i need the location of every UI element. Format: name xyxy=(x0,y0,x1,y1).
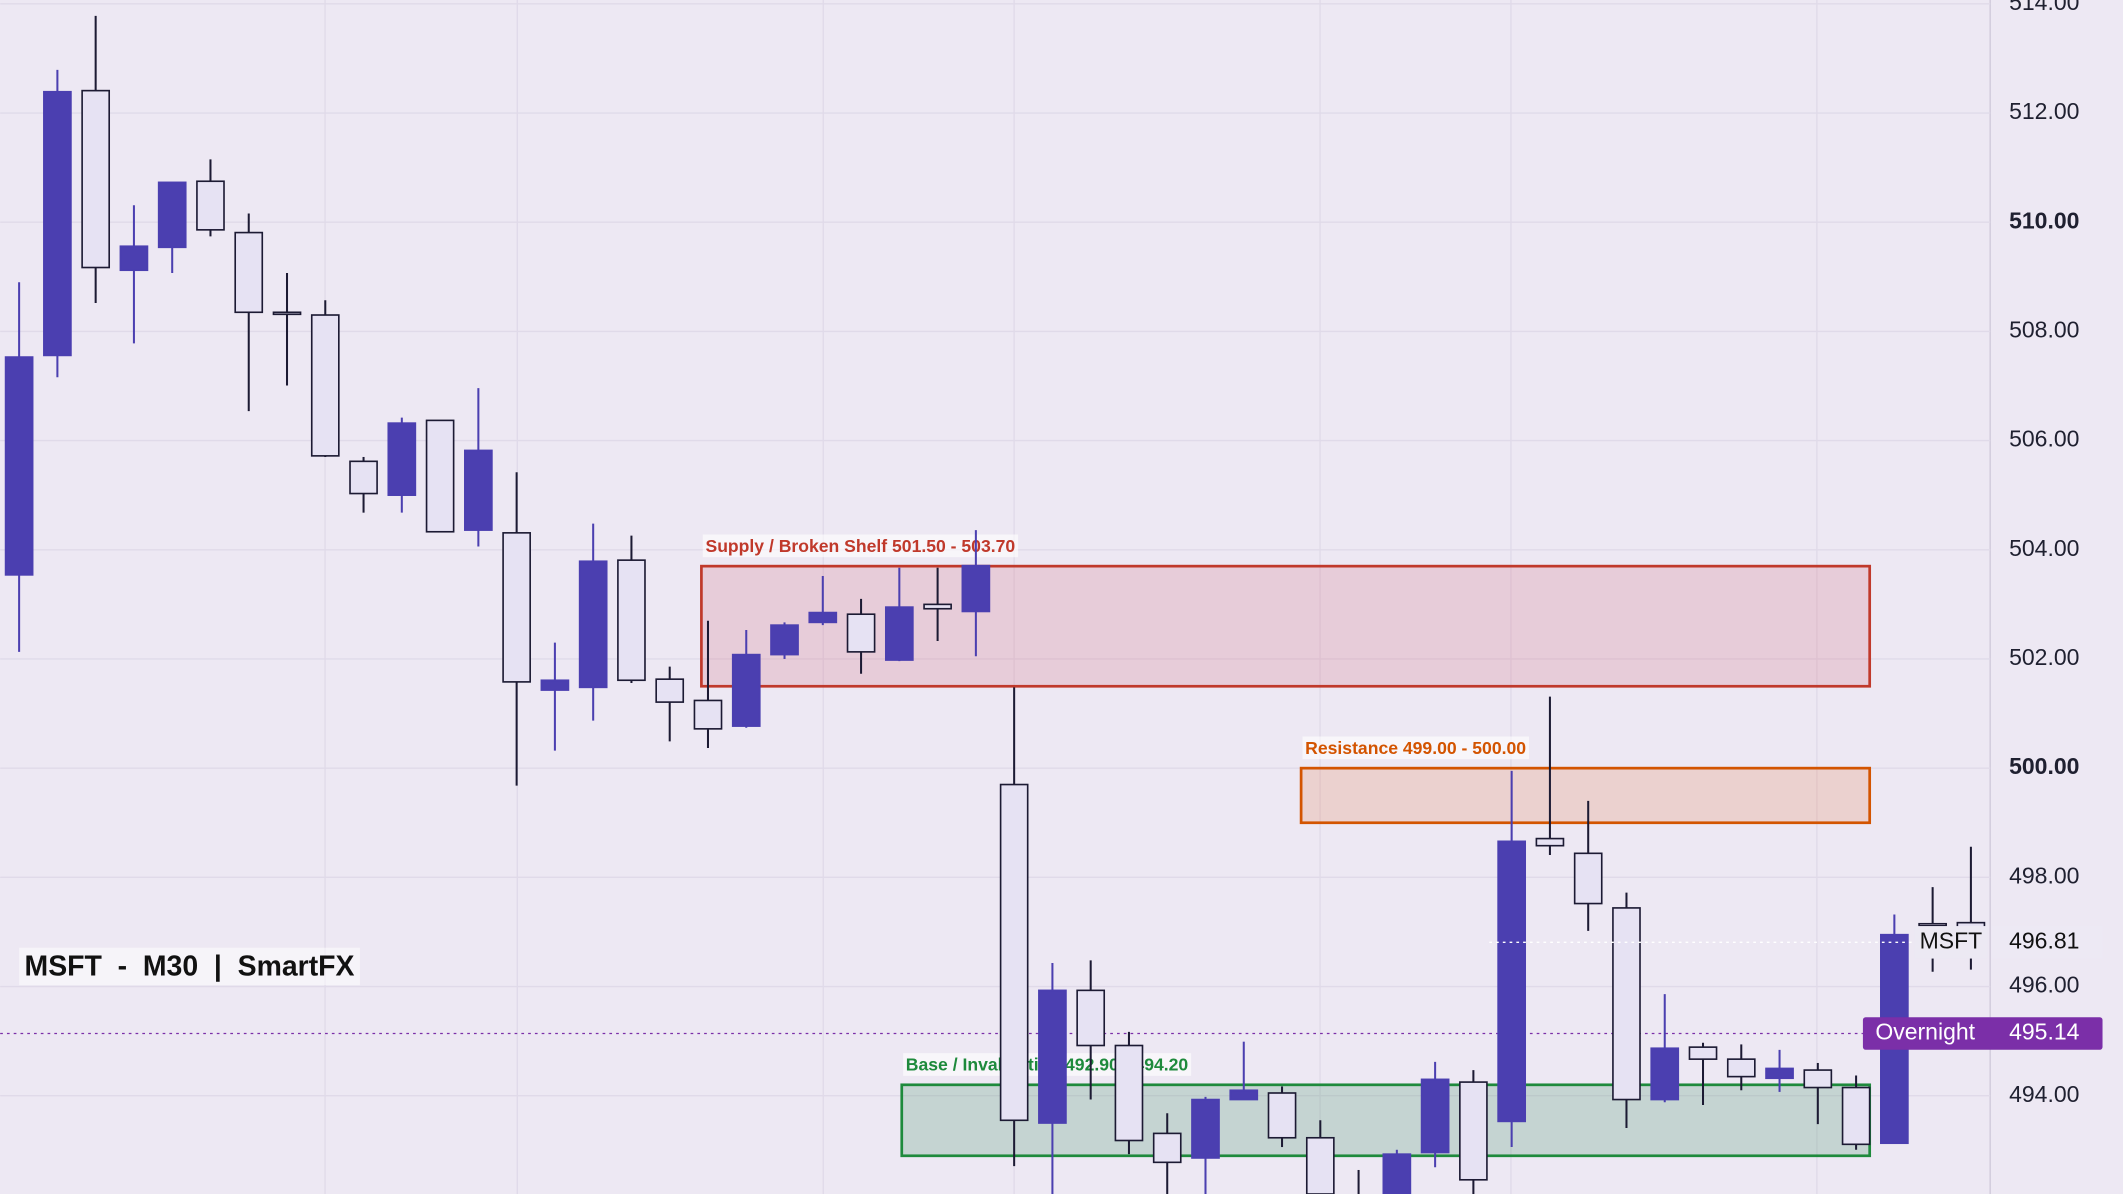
y-tick-label: 506.00 xyxy=(2009,426,2079,452)
candle-body xyxy=(502,532,531,683)
candle-body xyxy=(1229,1089,1259,1101)
candle-body xyxy=(1726,1058,1756,1078)
zone-label-bg xyxy=(1302,736,1529,760)
candle-body xyxy=(196,180,225,231)
candle-body xyxy=(1573,852,1603,905)
candle-body xyxy=(884,606,914,661)
y-tick-label: 494.00 xyxy=(2009,1081,2079,1107)
last-price-box xyxy=(1991,926,2103,959)
candle-body xyxy=(1191,1098,1220,1159)
candle-body xyxy=(1650,1047,1680,1101)
candle-body xyxy=(961,564,991,613)
zone xyxy=(1299,766,1872,825)
candle-body xyxy=(617,559,646,682)
candle-body xyxy=(731,653,761,727)
candle-body xyxy=(1038,989,1067,1124)
candle-body xyxy=(1267,1092,1297,1139)
candle-body xyxy=(4,356,34,576)
candle-body xyxy=(693,699,723,730)
y-tick-label: 510.00 xyxy=(2009,207,2079,233)
candle-body xyxy=(81,89,111,269)
candle-body xyxy=(540,679,570,691)
candle-body xyxy=(1765,1067,1794,1080)
y-tick-label: 508.00 xyxy=(2009,316,2079,342)
title-bg xyxy=(19,947,360,986)
candle-body xyxy=(387,422,417,496)
y-tick-label: 500.00 xyxy=(2009,753,2079,779)
last-price-tag: MSFT xyxy=(1920,927,1983,953)
candle-body xyxy=(770,624,799,656)
overnight-tag-bg xyxy=(1862,1017,2103,1050)
candle-body xyxy=(1688,1046,1718,1060)
y-tick-label: 502.00 xyxy=(2009,644,2079,670)
y-tick-label: 498.00 xyxy=(2009,862,2079,888)
chart-title: MSFT - M30 | SmartFX xyxy=(25,950,355,982)
candle-body xyxy=(1114,1044,1144,1142)
candle-body xyxy=(578,560,608,689)
candle-body xyxy=(655,678,685,703)
candle-body xyxy=(999,783,1029,1122)
candle-body xyxy=(1612,907,1641,1101)
candle-body xyxy=(1420,1078,1450,1154)
y-tick-label: 512.00 xyxy=(2009,98,2079,124)
candle-body xyxy=(310,314,340,457)
last-price-tag-bg xyxy=(1914,926,1988,959)
candle-body xyxy=(1305,1136,1335,1194)
overnight-value: 495.14 xyxy=(2009,1019,2080,1045)
candle-body xyxy=(425,419,455,533)
zone xyxy=(700,564,1872,688)
candle-body xyxy=(923,603,952,610)
candle-body xyxy=(119,245,149,272)
candle-body xyxy=(808,611,838,624)
candle-body xyxy=(1535,837,1565,847)
candle-body xyxy=(1152,1132,1182,1164)
candle-body xyxy=(1076,989,1106,1047)
last-price-value: 496.81 xyxy=(2009,927,2079,953)
candle-body xyxy=(846,613,876,653)
candle-body xyxy=(464,449,493,531)
candle-body xyxy=(1841,1086,1871,1146)
candle-body xyxy=(1497,840,1527,1123)
candle-body xyxy=(157,181,187,249)
candle-body xyxy=(1918,922,1947,927)
candle-body xyxy=(1382,1153,1412,1194)
y-tick-label: 514.00 xyxy=(2009,0,2079,15)
zone-label: Supply / Broken Shelf 501.50 - 503.70 xyxy=(705,536,1015,556)
zone-label: Resistance 499.00 - 500.00 xyxy=(1305,738,1526,758)
candle-body xyxy=(1803,1069,1833,1089)
candle-body xyxy=(1459,1081,1488,1181)
zone-label-bg xyxy=(702,534,1019,558)
y-tick-label: 496.00 xyxy=(2009,972,2079,998)
overnight-tag: Overnight xyxy=(1875,1019,1975,1045)
candle-body xyxy=(234,231,264,314)
y-tick-label: 504.00 xyxy=(2009,535,2079,561)
candle-body xyxy=(349,460,378,495)
candle-body xyxy=(272,311,302,316)
candle-body xyxy=(43,90,72,357)
